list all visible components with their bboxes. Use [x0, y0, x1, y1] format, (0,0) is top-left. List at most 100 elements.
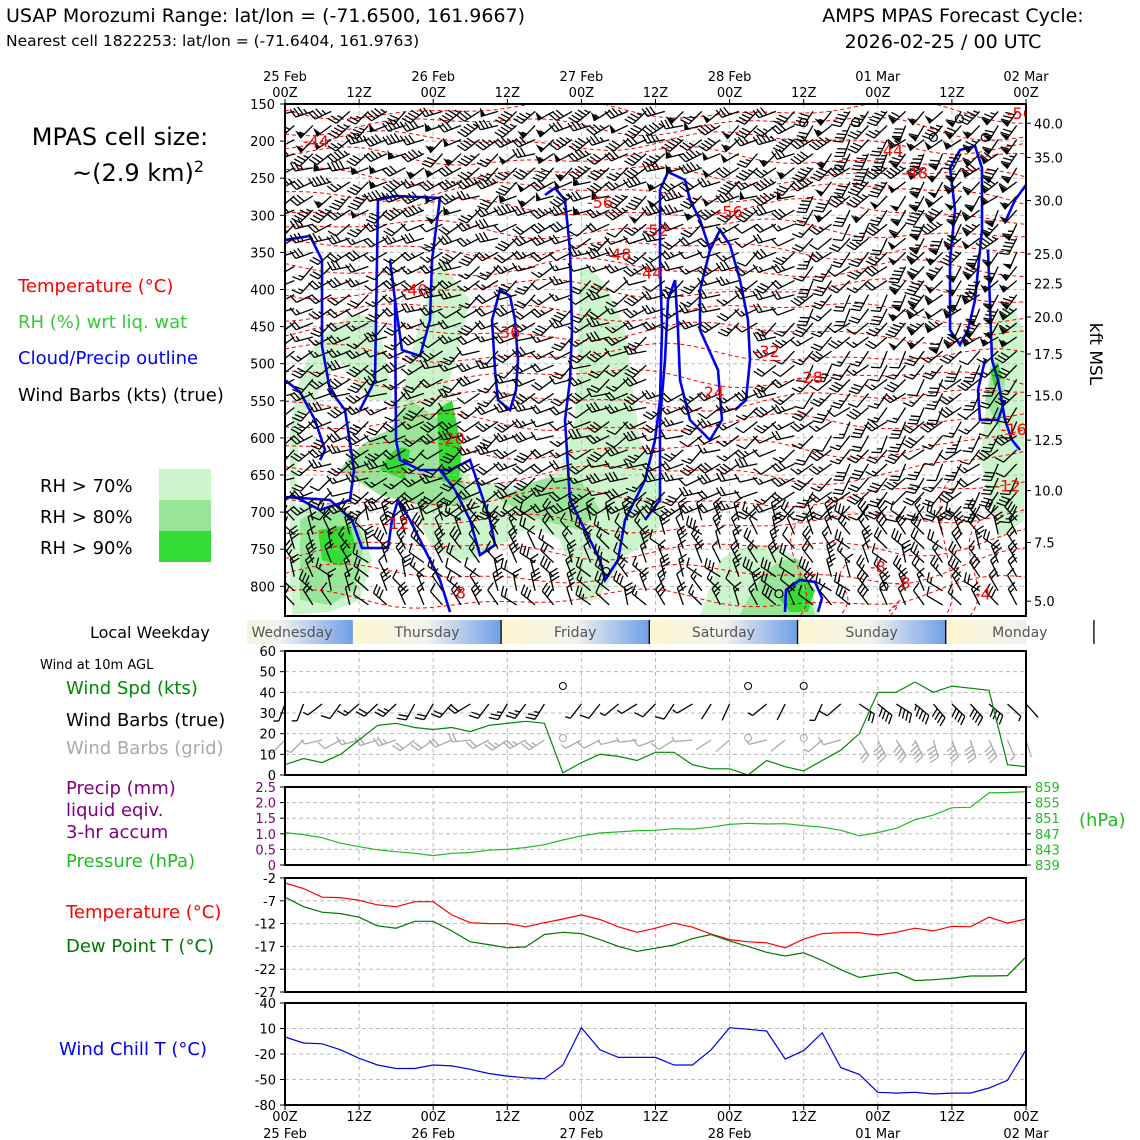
- wind-barb: [587, 364, 610, 379]
- wind-barb: [697, 277, 721, 287]
- wind-barb: [288, 525, 300, 549]
- wind-barb: [717, 181, 740, 196]
- wind-barb: [487, 582, 499, 606]
- wind-barb: [891, 528, 907, 550]
- wind-barb: [551, 364, 573, 380]
- wind-barb: [734, 390, 758, 402]
- wind-barb: [760, 557, 777, 578]
- wind-barb: [958, 110, 981, 126]
- wind-barb: [829, 435, 851, 451]
- wind-barb: [641, 444, 665, 455]
- wind-barb: [488, 525, 499, 549]
- wind-barb: [456, 335, 480, 346]
- wind-barb: [792, 166, 814, 183]
- temperature-contour: [285, 368, 1026, 389]
- wind-barb-grid: [521, 739, 545, 751]
- wind-barb: [752, 204, 777, 217]
- wind-barb: [848, 252, 870, 268]
- wind-barb: [466, 498, 480, 521]
- wind-barb: [400, 291, 425, 301]
- wind-barb: [847, 392, 869, 408]
- wind-barb: [938, 491, 962, 504]
- wind-barb: [676, 525, 688, 549]
- wind-barb: [512, 567, 522, 591]
- wind-barb: [883, 477, 907, 491]
- wind-barb: [888, 435, 907, 453]
- wind-barb: [572, 205, 591, 216]
- wind-barb: [365, 209, 388, 224]
- temperature-contour: [285, 575, 1026, 609]
- wind-barb: [864, 420, 888, 432]
- wind-barb: [850, 435, 870, 453]
- wind-barb: [659, 221, 684, 232]
- wind-barb: [535, 125, 555, 138]
- cross-section-axes: 150 200 250 300 350 400 450 500 550 600 650 700 750 8…: [250, 98, 1063, 610]
- wind-barb: [421, 392, 443, 407]
- wind-barb: [392, 569, 406, 592]
- wind-barb: [326, 431, 351, 443]
- wind-barb: [794, 393, 814, 410]
- wind-barb: [495, 280, 518, 295]
- wind-barb: [864, 336, 888, 350]
- wind-barb: [512, 308, 536, 320]
- calm-circle: [1111, 133, 1119, 141]
- wind-barb: [604, 107, 628, 120]
- kft-tick-label: 10.0: [1034, 485, 1063, 500]
- wind-barb: [715, 276, 740, 287]
- wind-barb: [995, 463, 1018, 478]
- wind-barb: [908, 238, 925, 255]
- wind-barb: [688, 583, 703, 606]
- wind-barb: [1025, 703, 1039, 718]
- kft-tick-label: 22.5: [1034, 278, 1063, 293]
- wind-barb: [495, 364, 518, 379]
- wind-barb: [512, 147, 536, 159]
- wind-barb: [845, 364, 869, 376]
- wind-barb: [494, 123, 518, 138]
- wind-barb: [320, 703, 342, 720]
- wind-barb: [468, 703, 490, 720]
- wind-barb: [366, 421, 388, 436]
- wind-barb: [806, 511, 817, 535]
- wind-barb: [771, 223, 795, 232]
- bottom-hour-label: 12Z: [643, 1110, 669, 1125]
- wind-barb: [826, 553, 836, 577]
- wind-barb: [834, 529, 851, 550]
- wind-barb: [488, 511, 500, 535]
- wind-barb: [793, 266, 814, 282]
- wind-barb: [885, 322, 907, 338]
- wind-barb: [791, 237, 814, 253]
- wind-barb: [553, 153, 573, 163]
- wind-barb: [999, 209, 1018, 224]
- wind-barb: [579, 703, 601, 719]
- y-tick-label: 20: [259, 728, 276, 743]
- wind-barb: [910, 513, 925, 535]
- temperature-contour: [285, 182, 1026, 206]
- wind-barb: [383, 491, 406, 505]
- wind-barb: [641, 304, 665, 315]
- wind-barb: [604, 206, 629, 221]
- wind-barb: [568, 223, 592, 237]
- wind-barb: [437, 334, 462, 345]
- wind-barb: [882, 392, 906, 404]
- wind-barb: [660, 392, 684, 403]
- wind-barb: [834, 139, 851, 158]
- wind-barb: [944, 364, 962, 383]
- wind-barb: [808, 136, 832, 151]
- wind10-panel: 0 10 20 30 40 50 60: [259, 645, 1039, 784]
- wind-barb: [678, 265, 703, 275]
- wind-barb: [961, 505, 981, 523]
- forecast-cycle-label: AMPS MPAS Forecast Cycle:: [822, 5, 1083, 27]
- wind-barb: [511, 262, 536, 272]
- wind-barb-grid: [695, 739, 712, 751]
- wind-barb: [924, 449, 944, 466]
- wind-barb: [364, 387, 388, 398]
- wind-barb: [969, 703, 984, 726]
- wind-barb: [542, 497, 555, 521]
- wind-barb: [961, 237, 981, 250]
- weekday-label: Sunday: [845, 625, 897, 641]
- wind-barb: [616, 703, 638, 715]
- wind-barb: [605, 139, 629, 152]
- wind-barb: [867, 477, 888, 493]
- wind-barb: [525, 703, 545, 720]
- wind-barb: [922, 124, 944, 140]
